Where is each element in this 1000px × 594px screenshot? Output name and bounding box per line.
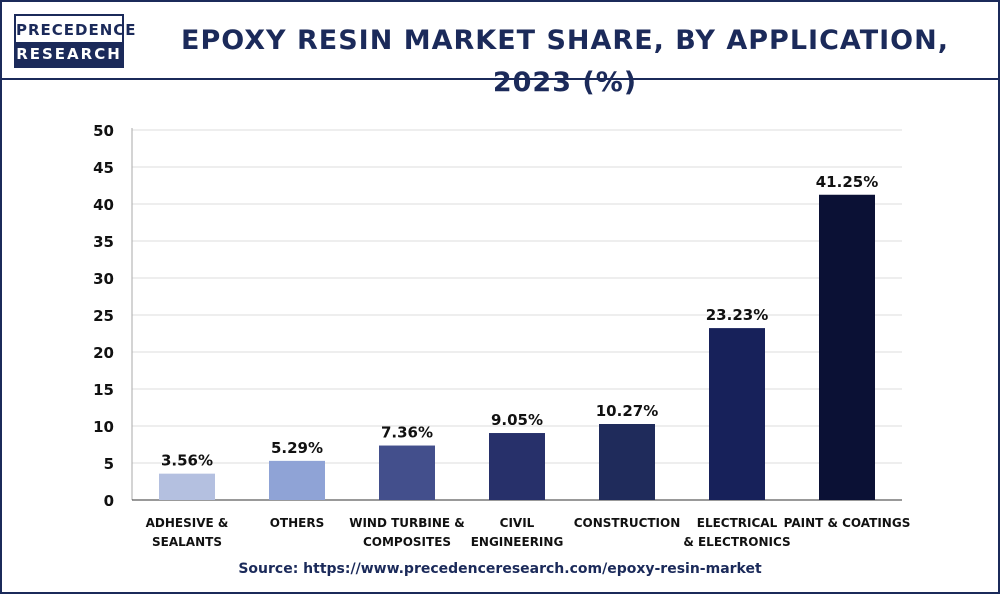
chart-title: EPOXY RESIN MARKET SHARE, BY APPLICATION…	[181, 25, 949, 98]
data-label: 41.25%	[816, 173, 878, 191]
bar	[599, 424, 655, 500]
x-tick-label: ADHESIVE & SEALANTS	[146, 516, 229, 549]
data-label: 7.36%	[381, 424, 433, 442]
y-tick-label: 30	[93, 270, 114, 288]
x-tick-label: PAINT & COATINGS	[784, 516, 911, 530]
data-label: 5.29%	[271, 439, 323, 457]
header: PRECEDENCE RESEARCH EPOXY RESIN MARKET S…	[2, 2, 998, 98]
bar-chart: 0 5 10 15 20 25 30 35 40 45 50 3.56% ADHESIVE & SEALA…	[93, 122, 911, 549]
x-tick-label: CIVIL ENGINEERING	[471, 516, 564, 549]
x-tick-label: ELECTRICAL & ELECTRONICS	[683, 516, 790, 549]
y-tick-label: 40	[93, 196, 114, 214]
logo-line1: PRECEDENCE	[16, 21, 137, 39]
y-tick-label: 25	[93, 307, 114, 325]
x-tick-label-line: SEALANTS	[152, 535, 222, 549]
y-tick-label: 50	[93, 122, 114, 140]
x-tick-label: OTHERS	[270, 516, 325, 530]
y-tick-label: 15	[93, 381, 114, 399]
x-tick-label-line: ELECTRICAL	[697, 516, 778, 530]
y-tick-label: 45	[93, 159, 114, 177]
y-tick-label: 20	[93, 344, 114, 362]
x-tick-label-line: ADHESIVE &	[146, 516, 229, 530]
data-label: 23.23%	[706, 306, 768, 324]
x-tick-label-line: CIVIL	[500, 516, 535, 530]
y-tick-label: 5	[104, 455, 114, 473]
bar	[269, 460, 325, 500]
y-tick-label: 10	[93, 418, 114, 436]
x-tick-label-line: OTHERS	[270, 516, 325, 530]
x-tick-label-line: & ELECTRONICS	[683, 535, 790, 549]
logo-line2: RESEARCH	[16, 42, 122, 66]
x-tick-label-line: CONSTRUCTION	[574, 516, 681, 530]
x-tick-label: CONSTRUCTION	[574, 516, 681, 530]
bar	[379, 445, 435, 500]
bar	[819, 194, 875, 500]
x-tick-label: WIND TURBINE & COMPOSITES	[349, 516, 465, 549]
x-tick-label-line: WIND TURBINE &	[349, 516, 465, 530]
bar	[709, 328, 765, 500]
header-divider	[2, 78, 998, 80]
bar	[489, 433, 545, 500]
data-label: 9.05%	[491, 411, 543, 429]
logo: PRECEDENCE RESEARCH	[14, 14, 137, 68]
data-label: 3.56%	[161, 452, 213, 470]
x-tick-label-line: PAINT & COATINGS	[784, 516, 911, 530]
x-tick-label-line: ENGINEERING	[471, 535, 564, 549]
bar	[159, 473, 215, 500]
y-tick-label: 0	[104, 492, 114, 510]
y-tick-label: 35	[93, 233, 114, 251]
source-text: Source: https://www.precedenceresearch.c…	[238, 561, 762, 577]
x-tick-label-line: COMPOSITES	[363, 535, 451, 549]
data-label: 10.27%	[596, 402, 658, 420]
